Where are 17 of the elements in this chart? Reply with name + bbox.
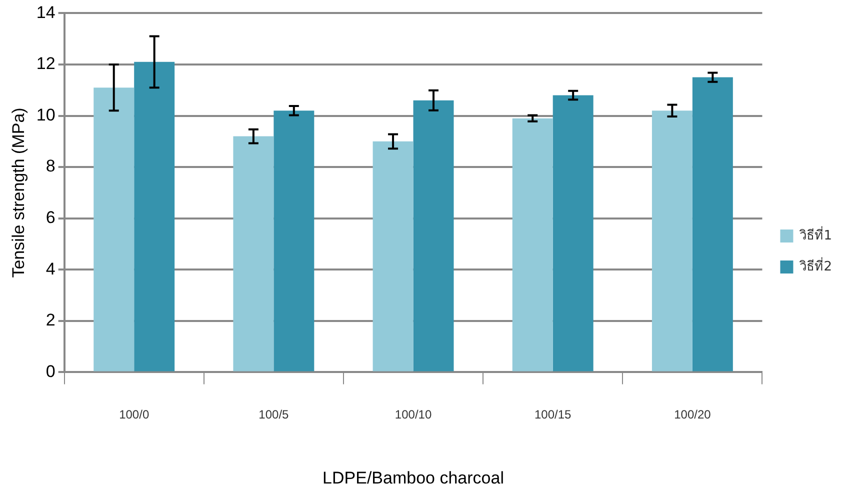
- y-tick-label: 6: [46, 208, 56, 228]
- legend-label: วิธีที่2: [798, 257, 832, 274]
- y-tick-label: 12: [36, 54, 56, 74]
- x-tick-label: 100/20: [674, 408, 712, 422]
- legend-label: วิธีที่1: [798, 226, 832, 244]
- y-tick-label: 0: [46, 362, 56, 381]
- x-tick-label: 100/15: [534, 408, 572, 422]
- y-tick-label: 2: [46, 310, 56, 330]
- y-tick-label: 8: [46, 156, 56, 176]
- x-tick-label: 100/5: [258, 408, 290, 422]
- x-tick-label: 100/10: [394, 408, 432, 422]
- y-tick-label: 14: [36, 2, 56, 22]
- x-axis-title: LDPE/Bamboo charcoal: [322, 468, 504, 488]
- y-tick-label: 10: [36, 105, 56, 124]
- y-tick-label: 4: [46, 259, 56, 278]
- x-tick-label: 100/0: [119, 408, 150, 422]
- y-axis-title: Tensile strength (MPa): [8, 108, 28, 278]
